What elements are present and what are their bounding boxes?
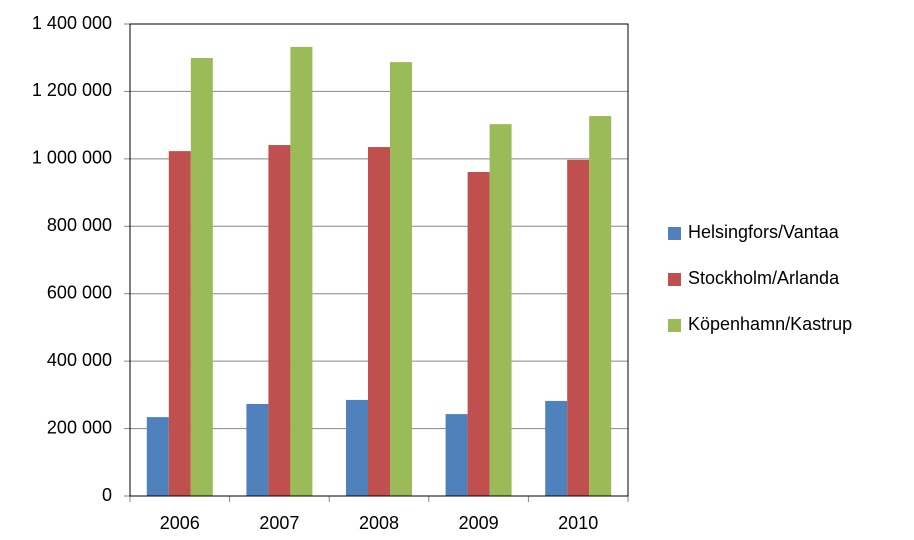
bar: [545, 400, 568, 496]
bar: [290, 46, 313, 496]
bar: [346, 399, 368, 496]
x-tick-label: 2008: [359, 513, 399, 533]
y-tick-label: 600 000: [47, 282, 112, 302]
legend-swatch: [668, 273, 681, 286]
legend-swatch: [668, 319, 681, 332]
y-tick-label: 0: [102, 485, 112, 505]
bar: [190, 58, 213, 497]
x-tick-label: 2010: [558, 513, 598, 533]
x-tick-label: 2007: [259, 513, 299, 533]
bar: [467, 172, 490, 496]
legend-label: Stockholm/Arlanda: [688, 268, 840, 288]
bar: [168, 151, 191, 497]
bar: [368, 147, 390, 497]
bar: [390, 62, 412, 497]
bar: [589, 116, 612, 496]
bar: [146, 417, 169, 496]
bar: [268, 145, 291, 496]
y-tick-label: 800 000: [47, 215, 112, 235]
plot-border: [129, 23, 629, 497]
bar: [489, 124, 512, 496]
y-tick-label: 1 200 000: [32, 80, 112, 100]
y-tick-label: 200 000: [47, 417, 112, 437]
bar: [445, 414, 468, 496]
x-tick-label: 2009: [459, 513, 499, 533]
bar: [246, 403, 269, 496]
legend-swatch: [668, 227, 681, 240]
legend-label: Helsingfors/Vantaa: [688, 222, 840, 242]
y-tick-label: 400 000: [47, 350, 112, 370]
y-tick-label: 1 000 000: [32, 148, 112, 168]
x-tick-label: 2006: [160, 513, 200, 533]
y-tick-label: 1 400 000: [32, 13, 112, 33]
legend-label: Köpenhamn/Kastrup: [688, 314, 852, 334]
bar: [567, 159, 590, 496]
